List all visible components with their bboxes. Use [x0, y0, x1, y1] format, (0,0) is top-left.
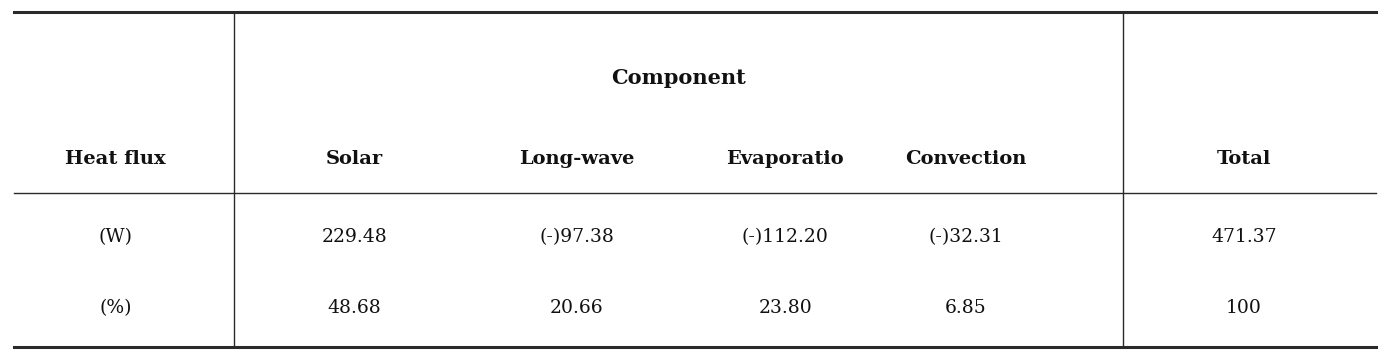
Text: Convection: Convection: [905, 150, 1027, 168]
Text: (%): (%): [99, 299, 132, 317]
Text: 229.48: 229.48: [321, 228, 388, 246]
Text: (-)32.31: (-)32.31: [929, 228, 1004, 246]
Text: Solar: Solar: [325, 150, 384, 168]
Text: (-)97.38: (-)97.38: [539, 228, 614, 246]
Text: 20.66: 20.66: [550, 299, 603, 317]
Text: (W): (W): [99, 228, 132, 246]
Text: 6.85: 6.85: [945, 299, 987, 317]
Text: 48.68: 48.68: [328, 299, 381, 317]
Text: 23.80: 23.80: [759, 299, 812, 317]
Text: (-)112.20: (-)112.20: [742, 228, 828, 246]
Text: Long-wave: Long-wave: [518, 150, 635, 168]
Text: Heat flux: Heat flux: [65, 150, 165, 168]
Text: 100: 100: [1226, 299, 1262, 317]
Text: Evaporatio: Evaporatio: [727, 150, 844, 168]
Text: Component: Component: [612, 68, 745, 88]
Text: Total: Total: [1216, 150, 1272, 168]
Text: 471.37: 471.37: [1211, 228, 1277, 246]
